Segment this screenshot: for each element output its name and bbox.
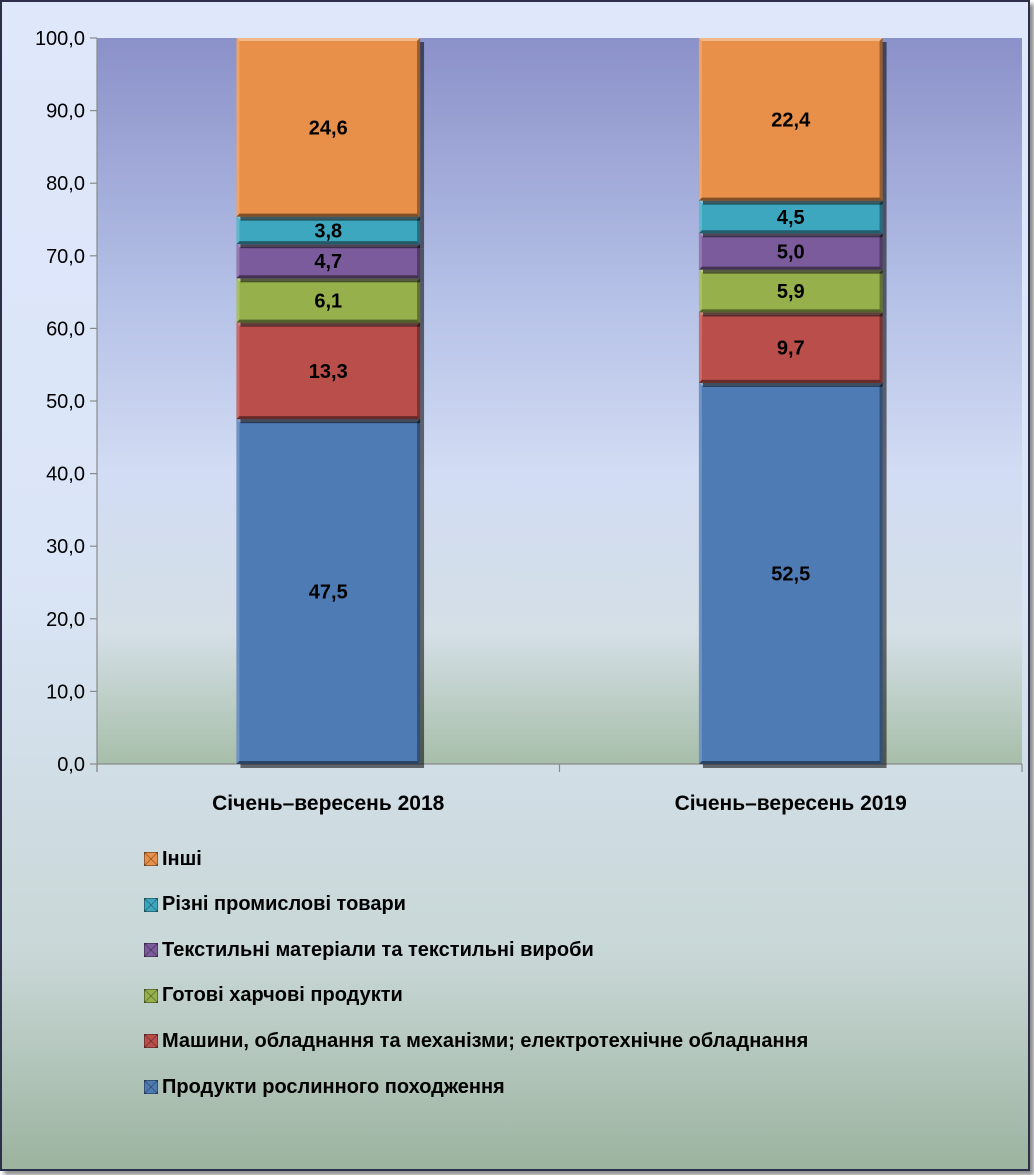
data-label: 5,9 (777, 281, 805, 303)
y-tick-label: 30,0 (46, 536, 85, 558)
legend-swatch (144, 1080, 158, 1094)
bar (236, 216, 421, 245)
x-category-label: Січень–вересень 2019 (675, 792, 907, 815)
bar-segment (236, 244, 425, 283)
bar (698, 269, 883, 313)
legend-item: Інші (144, 847, 202, 871)
legend-swatch (144, 852, 158, 866)
y-tick-label: 100,0 (35, 28, 85, 50)
bar (236, 244, 421, 279)
data-label: 3,8 (314, 220, 342, 242)
bar (236, 38, 421, 217)
data-label: 9,7 (777, 338, 805, 360)
bar-segment (236, 419, 425, 768)
bar (698, 200, 883, 234)
y-tick-label: 10,0 (46, 681, 85, 703)
legend-label: Різні промислові товари (162, 893, 406, 916)
legend-swatch (144, 988, 158, 1003)
bar (698, 382, 883, 764)
bar-segment (698, 269, 887, 317)
bar-segment (236, 322, 425, 424)
legend-label: Інші (162, 847, 202, 870)
y-tick-label: 60,0 (46, 318, 85, 340)
data-label: 13,3 (309, 361, 348, 383)
bar (698, 312, 883, 383)
y-tick-label: 70,0 (46, 246, 85, 268)
data-label: 4,5 (777, 207, 805, 229)
data-label: 24,6 (309, 117, 348, 139)
bar (236, 322, 421, 420)
y-tick-label: 90,0 (46, 101, 85, 123)
legend-item: Продукти рослинного походження (144, 1075, 505, 1099)
bar (698, 233, 883, 270)
y-tick-label: 20,0 (46, 609, 85, 631)
legend-label: Продукти рослинного походження (162, 1075, 505, 1098)
data-label: 22,4 (771, 109, 811, 131)
legend-label: Машини, обладнання та механізми; електро… (162, 1029, 809, 1052)
data-label: 47,5 (309, 582, 348, 604)
bar-segment (698, 38, 887, 205)
legend-item: Машини, обладнання та механізми; електро… (144, 1029, 808, 1053)
legend-label: Готові харчові продукти (162, 984, 403, 1007)
bar (236, 278, 421, 323)
bar (236, 419, 421, 764)
x-axis-labels: Січень–вересень 2018 Січень–вересень 2019 (212, 792, 907, 815)
legend-item: Готові харчові продукти (144, 984, 403, 1008)
data-labels-group: 47,5 13,3 6,1 4,7 3,8 24,6 52,5 9,7 5,9 5,0 4,5 22,… (309, 109, 811, 603)
legend-item: Текстильні матеріали та текстильні вироб… (144, 938, 594, 962)
y-tick-label: 80,0 (46, 173, 85, 195)
y-tick-label: 0,0 (57, 754, 85, 776)
y-tick-label: 40,0 (46, 464, 85, 486)
legend-label: Текстильні матеріали та текстильні вироб… (162, 938, 594, 961)
data-label: 5,0 (777, 241, 805, 263)
legend-swatch (144, 943, 158, 958)
data-label: 6,1 (314, 290, 342, 312)
data-label: 52,5 (771, 563, 810, 585)
y-tick-label: 50,0 (46, 391, 85, 413)
bar (698, 38, 883, 201)
legend-swatch (144, 897, 158, 912)
legend-swatch (144, 1034, 158, 1049)
bar-segment (236, 38, 425, 221)
x-category-label: Січень–вересень 2018 (212, 792, 445, 815)
bar-segment (698, 233, 887, 274)
data-label: 4,7 (314, 251, 342, 273)
bars-group (236, 38, 887, 768)
legend-item: Різні промислові товари (144, 893, 406, 917)
